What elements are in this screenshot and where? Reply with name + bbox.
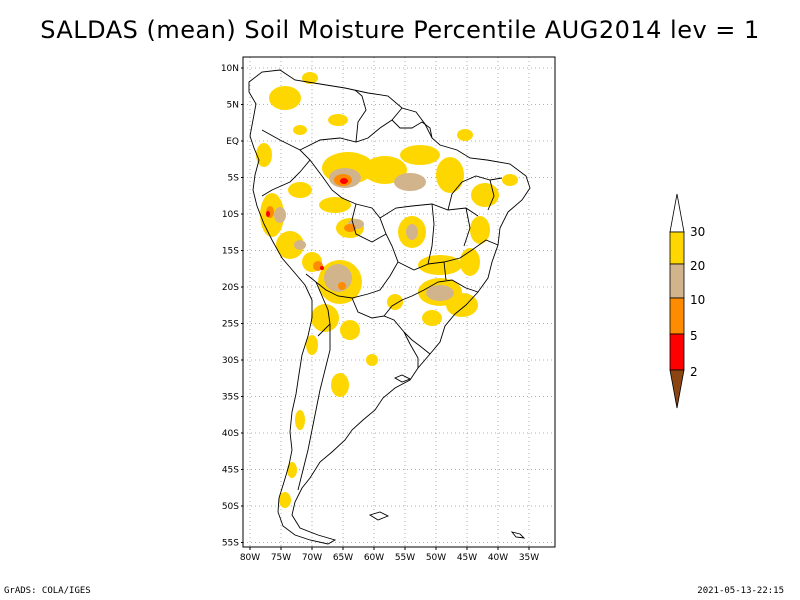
map-frame — [242, 56, 556, 548]
percentile-patch-30 — [295, 410, 305, 430]
percentile-patch-20 — [394, 173, 426, 191]
percentile-patch-30 — [471, 183, 499, 207]
percentile-patch-30 — [460, 248, 480, 276]
percentile-patch-30 — [331, 373, 349, 397]
percentile-patch-30 — [287, 462, 297, 478]
percentile-patch-30 — [302, 72, 318, 84]
percentile-patch-10 — [344, 224, 356, 232]
percentile-patch-20 — [406, 224, 418, 240]
percentile-patch-20 — [274, 207, 286, 223]
longitude-axis: 80W 75W 70W 65W 60W 55W 50W 45W 40W 35W — [240, 547, 539, 563]
legend-swatch-5 — [669, 333, 685, 371]
percentile-patches — [256, 72, 518, 508]
percentile-patch-30 — [311, 304, 339, 332]
latitude-tick-label: 5S — [228, 174, 240, 184]
footer-credit: GrADS: COLA/IGES — [4, 586, 91, 596]
latitude-tick-label: EQ — [226, 137, 239, 147]
percentile-patch-30 — [293, 125, 307, 135]
legend-label-5: 5 — [690, 329, 698, 343]
longitude-tick-label: 60W — [364, 553, 384, 563]
legend-swatch-20 — [669, 263, 685, 299]
percentile-patch-30 — [446, 293, 478, 317]
percentile-patch-30 — [319, 197, 351, 213]
percentile-patch-30 — [387, 294, 403, 310]
percentile-patch-30 — [457, 129, 473, 141]
percentile-patch-30 — [306, 335, 318, 355]
percentile-patch-20 — [324, 264, 352, 292]
legend-label-30: 30 — [690, 225, 705, 239]
percentile-patch-30 — [288, 182, 312, 198]
percentile-patch-30 — [422, 310, 442, 326]
percentile-patch-30 — [269, 86, 301, 110]
latitude-tick-label: 50S — [222, 502, 239, 512]
percentile-patch-30 — [400, 145, 440, 165]
percentile-patch-30 — [366, 354, 378, 366]
percentile-patch-30 — [279, 492, 291, 508]
coastline-outline — [248, 69, 531, 545]
percentile-patch-30 — [470, 216, 490, 244]
latitude-tick-label: 10N — [221, 64, 239, 74]
longitude-tick-label: 40W — [488, 553, 508, 563]
percentile-patch-5 — [340, 178, 348, 184]
percentile-patch-20 — [294, 240, 306, 250]
percentile-patch-30 — [436, 157, 464, 193]
percentile-patch-30 — [363, 156, 407, 184]
longitude-tick-label: 65W — [333, 553, 353, 563]
longitude-tick-label: 35W — [519, 553, 539, 563]
longitude-tick-label: 75W — [271, 553, 291, 563]
percentile-patch-5 — [266, 211, 270, 217]
legend-label-2: 2 — [690, 365, 698, 379]
chart-title: SALDAS (mean) Soil Moisture Percentile A… — [40, 16, 760, 44]
legend-label-20: 20 — [690, 259, 705, 273]
longitude-tick-label: 55W — [395, 553, 415, 563]
legend-bottom-triangle — [669, 369, 685, 409]
latitude-tick-label: 20S — [222, 283, 239, 293]
percentile-patch-30 — [328, 114, 348, 126]
latitude-tick-label: 40S — [222, 429, 239, 439]
percentile-patch-30 — [502, 174, 518, 186]
legend-swatch-30 — [669, 231, 685, 265]
percentile-patch-30 — [276, 231, 304, 259]
percentile-patch-30 — [340, 320, 360, 340]
longitude-tick-label: 50W — [426, 553, 446, 563]
latitude-tick-label: 15S — [222, 247, 239, 257]
latitude-axis: 10N 5N EQ 5S 10S 15S 20S 25S 30S 35S 40S 45S 50S 55S — [221, 64, 243, 549]
legend-top-triangle — [669, 193, 685, 233]
percentile-patch-10 — [338, 282, 346, 290]
percentile-patch-20 — [426, 285, 454, 301]
longitude-tick-label: 80W — [240, 553, 260, 563]
latitude-tick-label: 30S — [222, 356, 239, 366]
longitude-tick-label: 70W — [302, 553, 322, 563]
percentile-patch-5 — [320, 266, 324, 270]
longitude-tick-label: 45W — [457, 553, 477, 563]
latitude-tick-label: 35S — [222, 393, 239, 403]
footer-timestamp: 2021-05-13-22:15 — [697, 586, 784, 596]
percentile-patch-30 — [256, 143, 272, 167]
latitude-tick-label: 45S — [222, 466, 239, 476]
latitude-tick-label: 55S — [222, 539, 239, 549]
colorbar-legend: 30 20 10 5 2 — [669, 193, 705, 409]
latitude-tick-label: 25S — [222, 320, 239, 330]
legend-swatch-10 — [669, 297, 685, 335]
latitude-tick-label: 5N — [227, 101, 239, 111]
latitude-tick-label: 10S — [222, 210, 239, 220]
legend-label-10: 10 — [690, 293, 705, 307]
